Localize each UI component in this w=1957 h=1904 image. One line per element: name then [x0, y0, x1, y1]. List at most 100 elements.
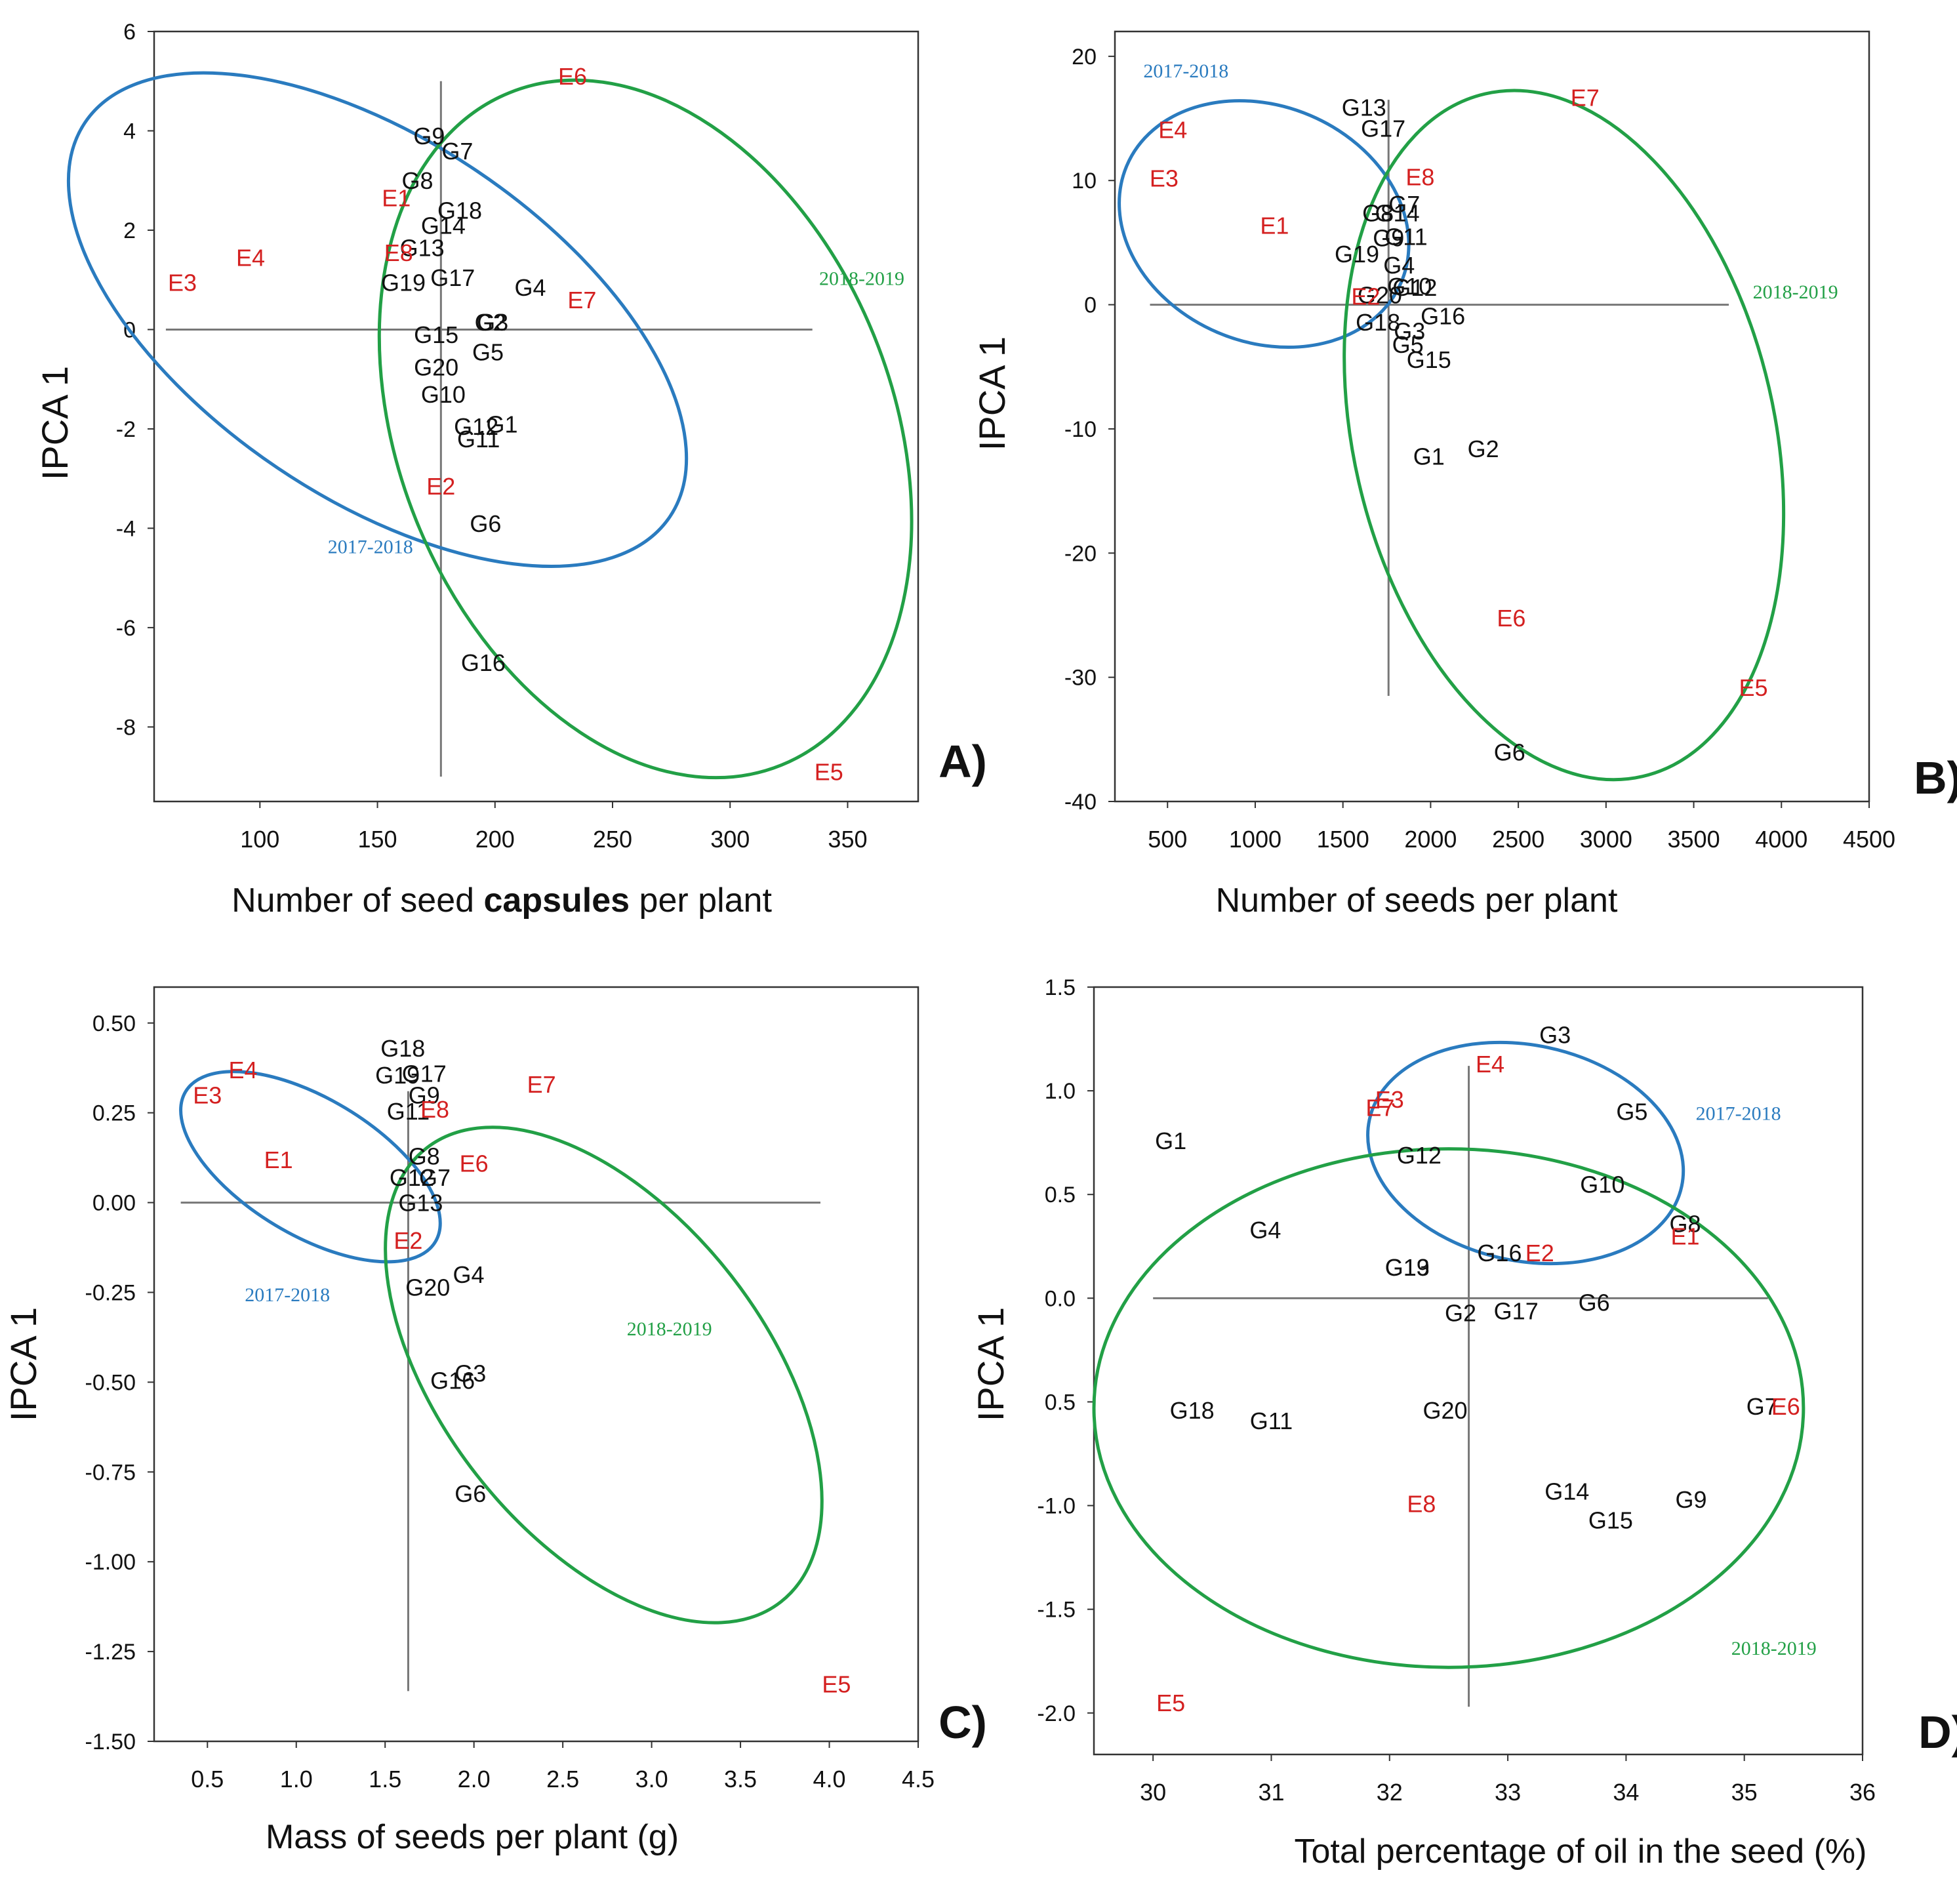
x-axis-label-part: Number of seeds per plant: [1216, 881, 1618, 920]
genotype-point: G7: [1388, 191, 1420, 218]
y-tick-label: 6: [123, 20, 136, 45]
y-tick-label: -1.25: [85, 1640, 136, 1665]
x-tick-label: 500: [1148, 826, 1187, 853]
environment-point: E7: [1571, 84, 1600, 111]
genotype-point: G9: [1676, 1486, 1707, 1513]
genotype-point: G17: [1361, 115, 1405, 142]
panel-label: A): [938, 736, 987, 787]
genotype-point: G12: [1392, 274, 1437, 301]
x-tick-label: 33: [1495, 1779, 1521, 1806]
y-tick-label: 0.25: [92, 1101, 136, 1126]
genotype-point: G7: [1746, 1393, 1778, 1420]
genotype-point: G18: [380, 1035, 425, 1062]
season-label: 2018-2019: [819, 268, 904, 289]
genotype-point: G7: [419, 1164, 451, 1191]
genotype-point: G8: [1670, 1210, 1701, 1237]
genotype-point: G12: [454, 413, 498, 440]
x-tick-label: 32: [1377, 1779, 1403, 1806]
y-axis-label: IPCA 1: [971, 336, 1013, 451]
chart-panel-a: 100 150 200 250 300 3506420-2-4-6-82017-20182…: [34, 20, 987, 920]
environment-point: E2: [1525, 1240, 1554, 1266]
genotype-point: G19: [375, 1062, 420, 1089]
panel-label: B): [1914, 752, 1957, 803]
x-tick-label: 3500: [1668, 826, 1720, 853]
environment-point: E4: [1476, 1051, 1504, 1078]
genotype-point: G1: [1413, 443, 1445, 470]
x-axis-label: Mass of seeds per plant (g): [266, 1818, 679, 1856]
x-tick-label: 4000: [1755, 826, 1807, 853]
y-tick-label: -4: [116, 516, 136, 541]
environment-point: E5: [815, 759, 843, 786]
environment-point: E3: [168, 269, 197, 296]
x-tick-label: 4.5: [902, 1766, 935, 1793]
season-label: 2017-2018: [328, 536, 413, 557]
environment-point: E7: [1365, 1094, 1394, 1121]
x-tick-label: 31: [1258, 1779, 1284, 1806]
genotype-point: G11: [1250, 1408, 1293, 1434]
plot-frame: [1114, 30, 1870, 803]
genotype-point: G11: [387, 1098, 430, 1125]
y-tick-label: 1.0: [1045, 1079, 1076, 1104]
genotype-point: G20: [1358, 281, 1402, 308]
environment-point: E6: [460, 1150, 489, 1177]
season-ellipse-2018-2019: [1342, 89, 1786, 782]
environment-point: E3: [193, 1082, 222, 1108]
season-label: 2017-2018: [245, 1284, 330, 1306]
y-tick-label: -2.0: [1037, 1701, 1076, 1726]
x-tick-label: 36: [1849, 1779, 1876, 1806]
panel-label: C): [938, 1697, 987, 1748]
x-tick-label: 30: [1140, 1779, 1166, 1806]
x-tick-label: 250: [593, 826, 632, 853]
y-tick-label: -10: [1064, 417, 1097, 442]
genotype-point: G16: [461, 649, 506, 676]
genotype-point: G16: [430, 1367, 475, 1394]
y-tick-label: 0: [1084, 293, 1097, 318]
season-ellipse-2018-2019: [384, 1125, 824, 1625]
x-tick-label: 4.0: [813, 1766, 846, 1793]
environment-point: E6: [1497, 605, 1525, 632]
genotype-point: G2: [1445, 1299, 1476, 1326]
y-tick-label: 0.0: [1045, 1286, 1076, 1311]
y-tick-label: -20: [1064, 541, 1097, 566]
y-tick-label: -8: [116, 715, 136, 740]
panel-label: D): [1918, 1707, 1957, 1758]
environment-point: E1: [264, 1146, 293, 1173]
season-label: 2018-2019: [627, 1318, 712, 1340]
genotype-point: G17: [402, 1060, 447, 1087]
genotype-point: G19: [1385, 1254, 1430, 1281]
x-axis-label: Number of seed capsules per plant: [232, 881, 772, 920]
genotype-point: G14: [1375, 199, 1420, 226]
y-tick-label: -1.5: [1037, 1598, 1076, 1623]
genotype-point: G5: [1392, 331, 1424, 358]
y-axis-label: IPCA 1: [970, 1307, 1011, 1421]
y-tick-label: -40: [1064, 790, 1097, 815]
genotype-point: G4: [1249, 1217, 1281, 1244]
genotype-point: G3: [454, 1360, 486, 1387]
genotype-point: G4: [515, 274, 546, 301]
genotype-point: G13: [1342, 94, 1386, 121]
genotype-point: G10: [1387, 273, 1432, 300]
x-tick-label: 4500: [1843, 826, 1895, 853]
genotype-point: G9: [409, 1082, 440, 1108]
environment-point: E2: [1351, 283, 1380, 310]
x-tick-label: 1.5: [369, 1766, 401, 1793]
season-label: 2018-2019: [1753, 281, 1838, 303]
x-axis-label: Total percentage of oil in the seed (%): [1295, 1833, 1867, 1871]
genotype-point: G16: [1477, 1240, 1522, 1266]
chart-panel-c: 0.5 1.0 1.5 2.0 2.5 3.0 3.5 4.0 4.5 0.50 0.25 0.00 -…: [3, 986, 987, 1856]
x-tick-label: 100: [240, 826, 279, 853]
genotype-point: G14: [1544, 1478, 1589, 1505]
x-tick-label: 2000: [1404, 826, 1457, 853]
environment-point: E1: [1260, 212, 1289, 239]
genotype-point: G16: [1421, 303, 1465, 330]
genotype-point: G20: [1422, 1397, 1467, 1424]
genotype-point: G18: [437, 197, 482, 224]
x-axis-label-part: Mass of seeds per plant (g): [266, 1818, 679, 1856]
environment-point: E2: [393, 1227, 422, 1254]
x-tick-label: 300: [710, 826, 750, 853]
y-tick-label: 10: [1072, 169, 1097, 193]
environment-point: E8: [384, 239, 413, 266]
genotype-point: G1: [487, 411, 518, 437]
y-tick-label: -2: [116, 417, 136, 442]
